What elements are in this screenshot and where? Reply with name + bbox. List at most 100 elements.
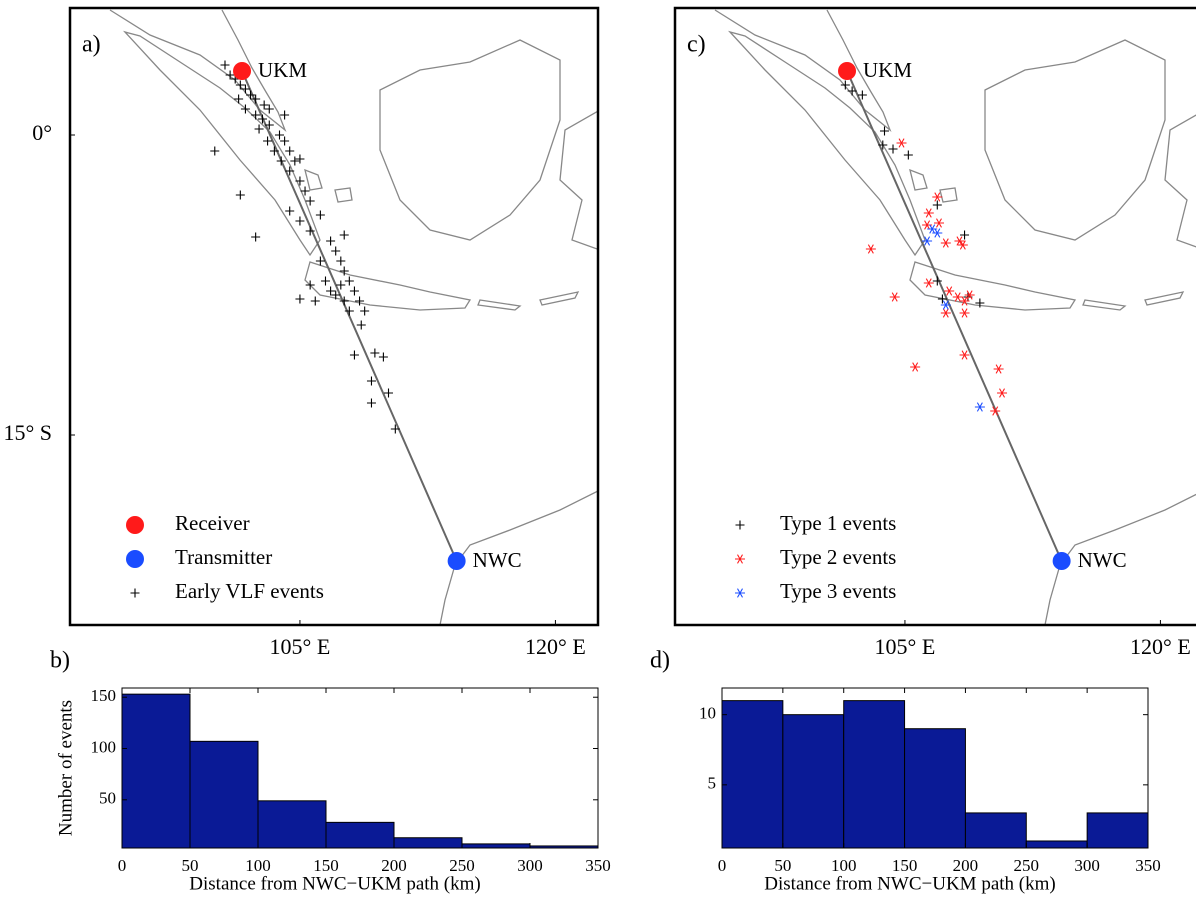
legend-label: Early VLF events (175, 579, 324, 603)
event-marker (310, 296, 320, 306)
bar (325, 821, 395, 849)
event-marker (990, 406, 1001, 416)
bar (1025, 840, 1088, 849)
legend-label: Type 2 events (780, 545, 896, 569)
event-marker (922, 220, 933, 230)
station-label: UKM (863, 58, 912, 82)
event-marker (331, 246, 341, 256)
event-marker (896, 138, 907, 148)
event-marker (246, 90, 256, 100)
event-marker (220, 60, 230, 70)
event-marker (344, 276, 354, 286)
event-marker (940, 308, 951, 318)
event-marker (285, 146, 295, 156)
event-marker (840, 80, 850, 90)
event-marker (997, 388, 1008, 398)
panel-label: b) (50, 648, 70, 674)
event-marker (254, 124, 264, 134)
x-tick-label: 300 (1074, 856, 1100, 875)
legend-label: Type 3 events (780, 579, 896, 603)
event-marker (234, 94, 244, 104)
event-marker (280, 110, 290, 120)
event-marker (888, 144, 898, 154)
event-marker (305, 196, 315, 206)
station (838, 62, 857, 80)
event-marker (300, 186, 310, 196)
event-marker (251, 94, 261, 104)
y-axis-label: Number of events (55, 700, 76, 836)
y-tick-label: 150 (91, 686, 117, 705)
event-marker (944, 286, 955, 296)
x-tick-label: 105° E (270, 634, 331, 659)
event-marker (251, 232, 261, 242)
event-marker (251, 110, 261, 120)
bar (461, 843, 531, 849)
station-label: UKM (258, 58, 307, 82)
station (233, 62, 252, 80)
event-marker (957, 240, 968, 250)
path-line (846, 70, 1063, 562)
event-marker (993, 364, 1004, 374)
legend-label: Transmitter (175, 545, 272, 569)
event-marker (923, 278, 934, 288)
event-marker (320, 276, 330, 286)
event-marker (280, 136, 290, 146)
event-marker (954, 236, 965, 246)
map-layer (210, 60, 466, 570)
event-marker (285, 206, 295, 216)
y-tick-label: 50 (99, 789, 116, 808)
x-axis-label: Distance from NWC−UKM path (km) (189, 873, 480, 894)
x-tick-label: 250 (1014, 856, 1040, 875)
event-marker (889, 292, 900, 302)
event-marker (295, 294, 305, 304)
event-marker (269, 146, 279, 156)
event-marker (257, 114, 267, 124)
event-marker (366, 376, 376, 386)
event-marker (366, 398, 376, 408)
map-frame (673, 6, 1196, 627)
event-marker (923, 208, 934, 218)
event-marker (225, 70, 235, 80)
event-marker (390, 424, 400, 434)
bar (721, 700, 784, 849)
event-marker (932, 192, 943, 202)
event-marker (305, 226, 315, 236)
bar (904, 728, 966, 849)
x-tick-label: 250 (449, 856, 475, 875)
event-marker (384, 388, 394, 398)
event-marker (975, 298, 985, 308)
event-marker (910, 362, 921, 372)
x-tick-label: 120° E (525, 634, 586, 659)
event-marker (940, 300, 951, 310)
legend-marker (126, 550, 144, 568)
event-marker (326, 286, 336, 296)
event-marker (295, 216, 305, 226)
event-marker (240, 84, 250, 94)
event-marker (370, 348, 380, 358)
bar (782, 714, 845, 849)
event-marker (974, 402, 985, 412)
event-marker (339, 230, 349, 240)
event-marker (326, 236, 336, 246)
event-marker (932, 276, 942, 286)
event-marker (964, 290, 975, 300)
event-marker (336, 280, 346, 290)
x-tick-label: 100 (831, 856, 857, 875)
event-marker (356, 320, 366, 330)
bar (189, 740, 259, 849)
event-marker (264, 104, 274, 114)
y-tick-label: 100 (91, 737, 117, 756)
axes-frame (121, 687, 599, 849)
map-layer (838, 62, 1071, 570)
x-tick-label: 150 (892, 856, 918, 875)
event-marker (276, 156, 286, 166)
event-marker (274, 130, 284, 140)
event-marker (847, 86, 857, 96)
event-marker (240, 104, 250, 114)
event-marker (959, 350, 970, 360)
legend-label: Receiver (175, 511, 250, 535)
event-marker (959, 308, 970, 318)
x-tick-label: 350 (585, 856, 611, 875)
